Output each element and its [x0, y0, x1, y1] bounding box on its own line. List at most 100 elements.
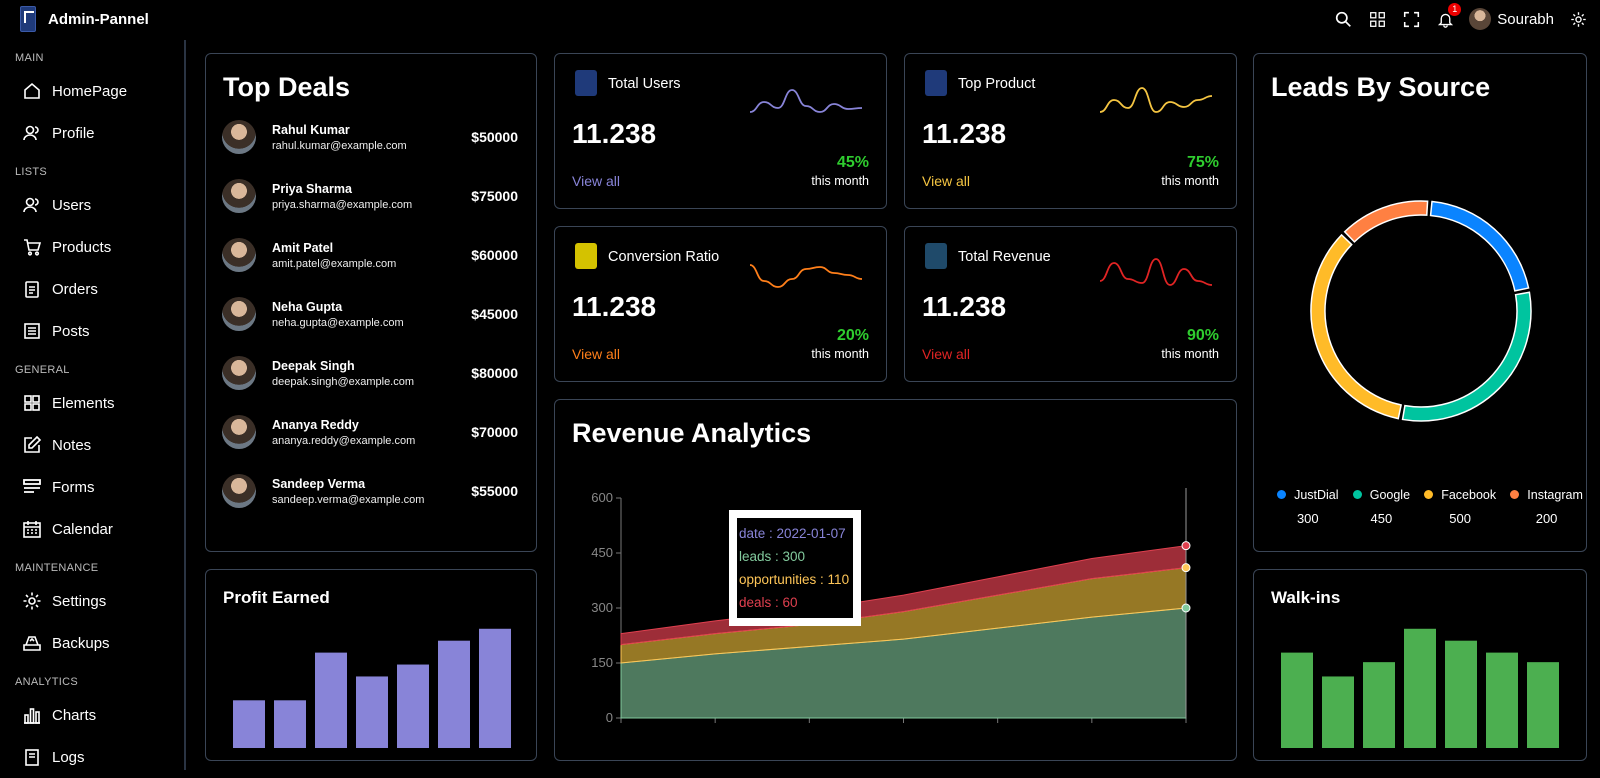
legend-label: Instagram	[1527, 488, 1583, 502]
sidebar-item-label: HomePage	[52, 82, 128, 100]
sidebar-item-label: Profile	[52, 124, 95, 142]
leads-by-source-card: Leads By Source JustDial 300 Google 450 Face…	[1253, 53, 1587, 552]
deal-row[interactable]: Sandeep Verma sandeep.verma@example.com …	[222, 474, 518, 508]
sidebar-item-settings[interactable]: Settings	[0, 580, 184, 622]
deal-name: Rahul Kumar	[272, 122, 350, 137]
sidebar-section-lists: LISTS	[15, 166, 48, 178]
document-icon	[24, 323, 40, 339]
stat-percent: 20%	[836, 327, 869, 344]
stat-value: 11.238	[572, 291, 657, 322]
sparkline-chart	[1100, 87, 1212, 113]
avatar	[1469, 8, 1492, 30]
sidebar-item-notes[interactable]: Notes	[0, 424, 184, 466]
sidebar-item-label: Orders	[52, 280, 98, 298]
deal-email: deepak.singh@example.com	[272, 375, 415, 388]
stat-percent: 75%	[1186, 154, 1219, 171]
deal-row[interactable]: Amit Patel amit.patel@example.com $60000	[222, 238, 518, 272]
legend-label: Google	[1369, 488, 1411, 502]
logo-icon	[20, 6, 36, 32]
stat-card-total-revenue: Total Revenue 11.238 View all 90% this m…	[904, 226, 1237, 382]
deal-amount: $50000	[471, 129, 518, 145]
sidebar-item-products[interactable]: Products	[0, 226, 184, 268]
active-dot-deals	[1181, 541, 1191, 551]
sidebar-item-logs[interactable]: Logs	[0, 736, 184, 778]
sidebar-item-charts[interactable]: Charts	[0, 694, 184, 736]
tooltip-date: date : 2022-01-07	[739, 526, 846, 541]
sidebar-item-profile[interactable]: Profile	[0, 112, 184, 154]
sidebar-item-elements[interactable]: Elements	[0, 382, 184, 424]
deal-row[interactable]: Neha Gupta neha.gupta@example.com $45000	[222, 297, 518, 331]
top-deals-title: Top Deals	[223, 72, 351, 102]
apps-grid-icon[interactable]	[1367, 9, 1387, 29]
revenue-analytics-card: Revenue Analytics 0 150 300 450 600 date : 2…	[554, 399, 1237, 761]
legend-value: 500	[1449, 511, 1471, 526]
stat-period: this month	[811, 174, 869, 188]
app-title: Admin-Pannel	[48, 10, 149, 28]
sidebar-item-forms[interactable]: Forms	[0, 466, 184, 508]
sidebar-item-users[interactable]: Users	[0, 184, 184, 226]
top-bar: Admin-Pannel 1 Sourabh	[0, 0, 1600, 40]
settings-gear-icon[interactable]	[1568, 9, 1588, 29]
stat-percent: 45%	[836, 154, 869, 171]
top-deals-card: Top Deals Rahul Kumar rahul.kumar@exampl…	[205, 53, 537, 552]
stat-value: 11.238	[572, 118, 657, 149]
sidebar-item-orders[interactable]: Orders	[0, 268, 184, 310]
legend-value: 300	[1296, 511, 1319, 526]
walk-ins-card: Walk-ins	[1253, 569, 1587, 761]
deal-row[interactable]: Ananya Reddy ananya.reddy@example.com $7…	[222, 415, 518, 449]
sidebar-item-label: Logs	[52, 748, 85, 766]
log-icon	[25, 749, 39, 766]
active-dot-opportunities	[1181, 563, 1191, 573]
sidebar-item-calendar[interactable]: Calendar	[0, 508, 184, 550]
deal-name: Amit Patel	[272, 240, 334, 255]
legend-label: Facebook	[1441, 488, 1497, 502]
notification-bell-icon[interactable]: 1	[1435, 3, 1462, 29]
sparkline-path	[1100, 258, 1212, 286]
app-logo[interactable]: Admin-Pannel	[20, 6, 149, 32]
view-all-link[interactable]: View all	[572, 173, 620, 189]
sidebar-item-label: Posts	[52, 322, 90, 340]
sidebar-section-general: GENERAL	[15, 364, 70, 376]
sidebar-item-label: Calendar	[52, 520, 113, 538]
sidebar-item-label: Forms	[52, 478, 95, 496]
calendar-icon	[23, 521, 41, 538]
active-dot-leads	[1181, 603, 1191, 613]
view-all-link[interactable]: View all	[922, 346, 970, 362]
leads-legend: JustDial 300 Google 450 Facebook 500 Instagram…	[1270, 488, 1590, 526]
deal-email: priya.sharma@example.com	[272, 198, 413, 211]
bar	[1281, 652, 1313, 748]
deal-email: rahul.kumar@example.com	[272, 139, 407, 152]
avatar	[222, 297, 256, 331]
users-icon	[23, 197, 39, 213]
user-icon	[23, 125, 39, 141]
avatar	[222, 356, 256, 390]
gear-icon	[23, 592, 41, 610]
deal-row[interactable]: Priya Sharma priya.sharma@example.com $7…	[222, 179, 518, 213]
deal-email: amit.patel@example.com	[272, 257, 397, 270]
legend-value: 450	[1370, 511, 1393, 526]
revenue-area-chart[interactable]: 0 150 300 450 600	[555, 470, 1236, 760]
sidebar-item-posts[interactable]: Posts	[0, 310, 184, 352]
avatar	[222, 238, 256, 272]
cart-icon	[24, 239, 42, 256]
deal-row[interactable]: Deepak Singh deepak.singh@example.com $8…	[222, 356, 518, 390]
sidebar-item-homepage[interactable]: HomePage	[0, 70, 184, 112]
users-box-icon	[575, 70, 597, 96]
sparkline-chart	[1100, 258, 1212, 286]
home-icon	[24, 82, 40, 99]
view-all-link[interactable]: View all	[922, 173, 970, 189]
bar	[1486, 652, 1518, 748]
user-menu[interactable]: Sourabh	[1469, 8, 1554, 30]
bar	[1527, 662, 1559, 748]
sparkline-chart	[750, 89, 862, 113]
fullscreen-icon[interactable]	[1401, 9, 1421, 29]
deal-row[interactable]: Rahul Kumar rahul.kumar@example.com $500…	[222, 120, 518, 154]
bar	[315, 652, 347, 748]
view-all-link[interactable]: View all	[572, 346, 620, 362]
notification-badge: 1	[1448, 3, 1462, 16]
sidebar-item-backups[interactable]: Backups	[0, 622, 184, 664]
sidebar-section-analytics: ANALYTICS	[15, 676, 79, 688]
search-icon[interactable]	[1333, 9, 1353, 29]
y-tick-label: 0	[606, 710, 613, 725]
deal-name: Neha Gupta	[272, 299, 343, 314]
